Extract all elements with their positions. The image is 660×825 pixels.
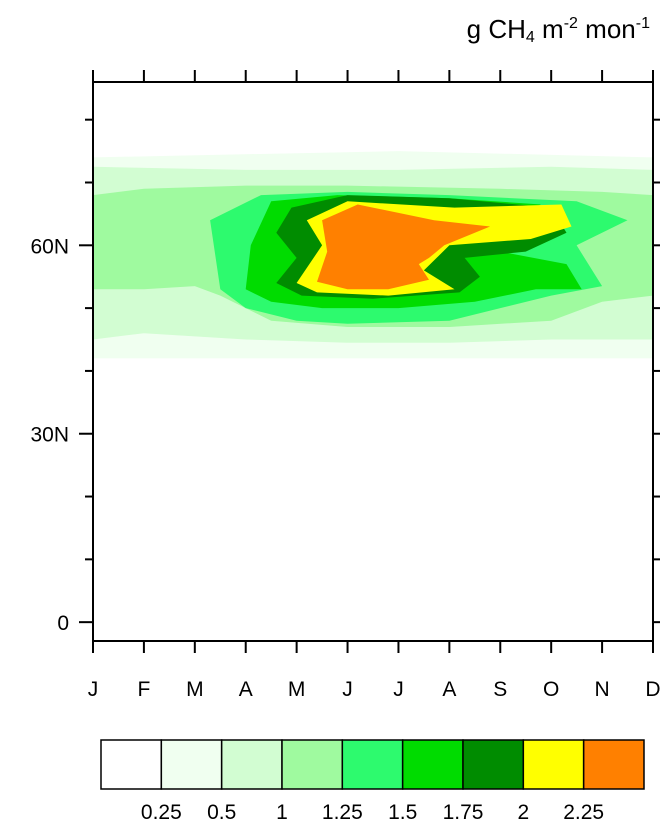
units-superscript-2: -1 — [635, 15, 650, 32]
colorbar-box — [281, 739, 344, 790]
units-subscript: 4 — [525, 29, 535, 46]
colorbar-label: 1.5 — [388, 801, 417, 824]
y-tick-label: 0 — [57, 612, 69, 635]
x-tick-label: J — [393, 678, 404, 701]
colorbar-box — [462, 739, 525, 790]
colorbar-label: 1.25 — [322, 801, 363, 824]
axis-ticks — [79, 70, 660, 653]
x-tick-label: O — [543, 678, 559, 701]
colorbar-label: 2.25 — [563, 801, 604, 824]
colorbar-label: 2 — [517, 801, 529, 824]
units-tail: mon — [577, 14, 636, 44]
x-tick-label: A — [442, 678, 456, 701]
colorbar-box — [160, 739, 223, 790]
plot-frame — [92, 81, 654, 642]
x-tick-label: A — [239, 678, 253, 701]
colorbar-label: 1.75 — [443, 801, 484, 824]
units-label: g CH4 m-2 mon-1 — [467, 14, 650, 47]
colorbar-label: 0.5 — [207, 801, 236, 824]
colorbar-label: 1 — [276, 801, 288, 824]
axis-labels: J F M A M J J A S O N D 0 30N 60N — [30, 235, 660, 701]
contour-band-level-8 — [317, 204, 491, 290]
colorbar-box — [100, 739, 163, 790]
contour-bands — [93, 151, 653, 359]
x-tick-label: J — [342, 678, 353, 701]
colorbar: 0.25 0.5 1 1.25 1.5 1.75 2 2.25 — [100, 739, 645, 824]
units-superscript-1: -2 — [563, 15, 578, 32]
colorbar-box — [341, 739, 404, 790]
y-tick-label: 30N — [30, 424, 69, 447]
colorbar-label: 0.25 — [141, 801, 182, 824]
x-tick-label: N — [595, 678, 610, 701]
x-tick-label: M — [288, 678, 306, 701]
y-tick-label: 60N — [30, 235, 69, 258]
units-base: g CH — [466, 14, 526, 44]
colorbar-box — [582, 739, 645, 790]
x-tick-label: J — [88, 678, 99, 701]
x-tick-label: M — [186, 678, 204, 701]
colorbar-box — [522, 739, 585, 790]
x-tick-label: D — [645, 678, 660, 701]
x-tick-label: S — [493, 678, 507, 701]
x-tick-label: F — [137, 678, 150, 701]
colorbar-box — [401, 739, 464, 790]
units-mid: m — [534, 14, 564, 44]
colorbar-box — [220, 739, 283, 790]
